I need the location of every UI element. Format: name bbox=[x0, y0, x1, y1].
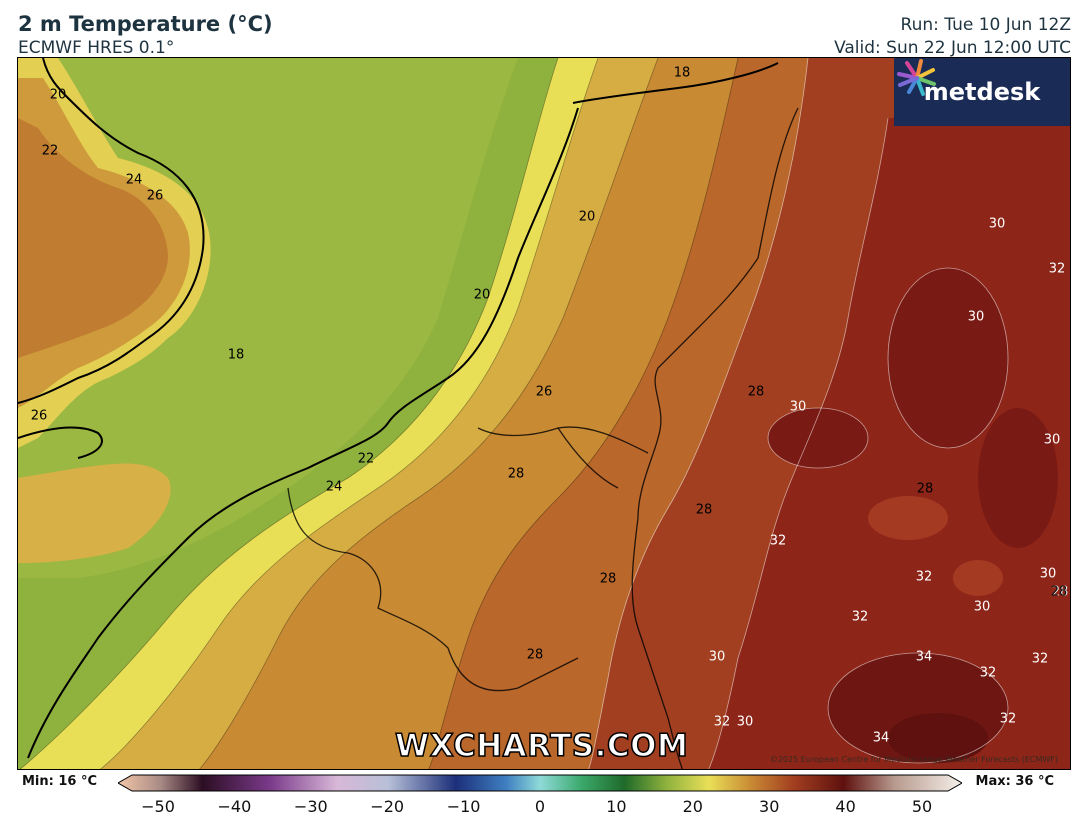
contour-label: 24 bbox=[325, 479, 343, 495]
metdesk-logo: metdesk bbox=[894, 58, 1070, 126]
contour-label: 30 bbox=[973, 599, 991, 615]
contour-label: 32 bbox=[915, 569, 933, 585]
contour-label: 28 bbox=[747, 384, 765, 400]
contour-label: 18 bbox=[673, 65, 691, 81]
contour-label: 20 bbox=[473, 287, 491, 303]
contour-label: 28 bbox=[526, 647, 544, 663]
contour-label: 32 bbox=[851, 609, 869, 625]
contour-label: 32 bbox=[979, 665, 997, 681]
contour-label: 26 bbox=[146, 188, 164, 204]
colorbar-tick-label: −50 bbox=[141, 797, 175, 816]
contour-label: 34 bbox=[872, 730, 890, 746]
contour-label: 32 bbox=[1031, 651, 1049, 667]
contour-label: 32 bbox=[769, 533, 787, 549]
logo-text: metdesk bbox=[923, 78, 1041, 106]
colorbar-tick-label: 40 bbox=[835, 797, 856, 816]
run-time: Run: Tue 10 Jun 12Z bbox=[900, 15, 1071, 35]
contour-label: 22 bbox=[41, 143, 59, 159]
colorbar-tick-label: −30 bbox=[293, 797, 328, 816]
colorbar-tick-label: 0 bbox=[534, 797, 546, 816]
contour-label: 20 bbox=[49, 87, 67, 103]
valid-time: Valid: Sun 22 Jun 12:00 UTC bbox=[834, 38, 1071, 58]
colorbar-max-label: Max: 36 °C bbox=[975, 774, 1054, 789]
colorbar bbox=[118, 774, 962, 792]
colorbar-tick-label: 20 bbox=[682, 797, 703, 816]
temperature-map[interactable]: 20 22 24 26 18 26 18 20 20 26 22 24 28 2… bbox=[17, 57, 1071, 770]
contour-label: 30 bbox=[1043, 432, 1061, 448]
contour-label: 26 bbox=[535, 384, 553, 400]
contour-label: 30 bbox=[708, 649, 726, 665]
contour-label: 28 bbox=[507, 466, 525, 482]
colorbar-tick-label: 10 bbox=[606, 797, 627, 816]
colorbar-tick-label: 30 bbox=[759, 797, 780, 816]
contour-label: 28 bbox=[695, 502, 713, 518]
contour-label: 28 bbox=[916, 481, 934, 497]
contour-label: 22 bbox=[357, 451, 375, 467]
contour-label: 18 bbox=[227, 347, 245, 363]
colorbar-tick-label: −10 bbox=[446, 797, 481, 816]
model-name: ECMWF HRES 0.1° bbox=[18, 38, 175, 58]
contour-label: 34 bbox=[915, 649, 933, 665]
contour-label: 28 bbox=[1050, 584, 1068, 600]
chart-title: 2 m Temperature (°C) bbox=[18, 12, 273, 36]
colorbar-tick-label: −20 bbox=[370, 797, 405, 816]
colorbar-tick-label: −40 bbox=[217, 797, 252, 816]
contour-label: 28 bbox=[599, 571, 617, 587]
flower-icon bbox=[897, 59, 936, 96]
contour-label: 30 bbox=[1039, 566, 1057, 582]
colorbar-tick-label: 50 bbox=[911, 797, 933, 816]
contour-label: 24 bbox=[125, 172, 143, 188]
contour-label: 30 bbox=[967, 309, 985, 325]
contour-label: 28 bbox=[1051, 584, 1069, 600]
contour-label: 20 bbox=[578, 209, 596, 225]
contour-label: 30 bbox=[988, 216, 1006, 232]
contour-label: 32 bbox=[999, 711, 1017, 727]
contour-label: 30 bbox=[736, 714, 754, 730]
contour-label: 26 bbox=[30, 408, 48, 424]
map-fill bbox=[18, 58, 1070, 769]
copyright-notice: ©2025 European Centre for Medium-range W… bbox=[769, 755, 1058, 764]
contour-label: 32 bbox=[1048, 261, 1066, 277]
contour-label: 32 bbox=[713, 714, 731, 730]
colorbar-min-label: Min: 16 °C bbox=[22, 774, 98, 789]
watermark: WXCHARTS.COM bbox=[394, 727, 689, 765]
contour-label: 30 bbox=[789, 399, 807, 415]
